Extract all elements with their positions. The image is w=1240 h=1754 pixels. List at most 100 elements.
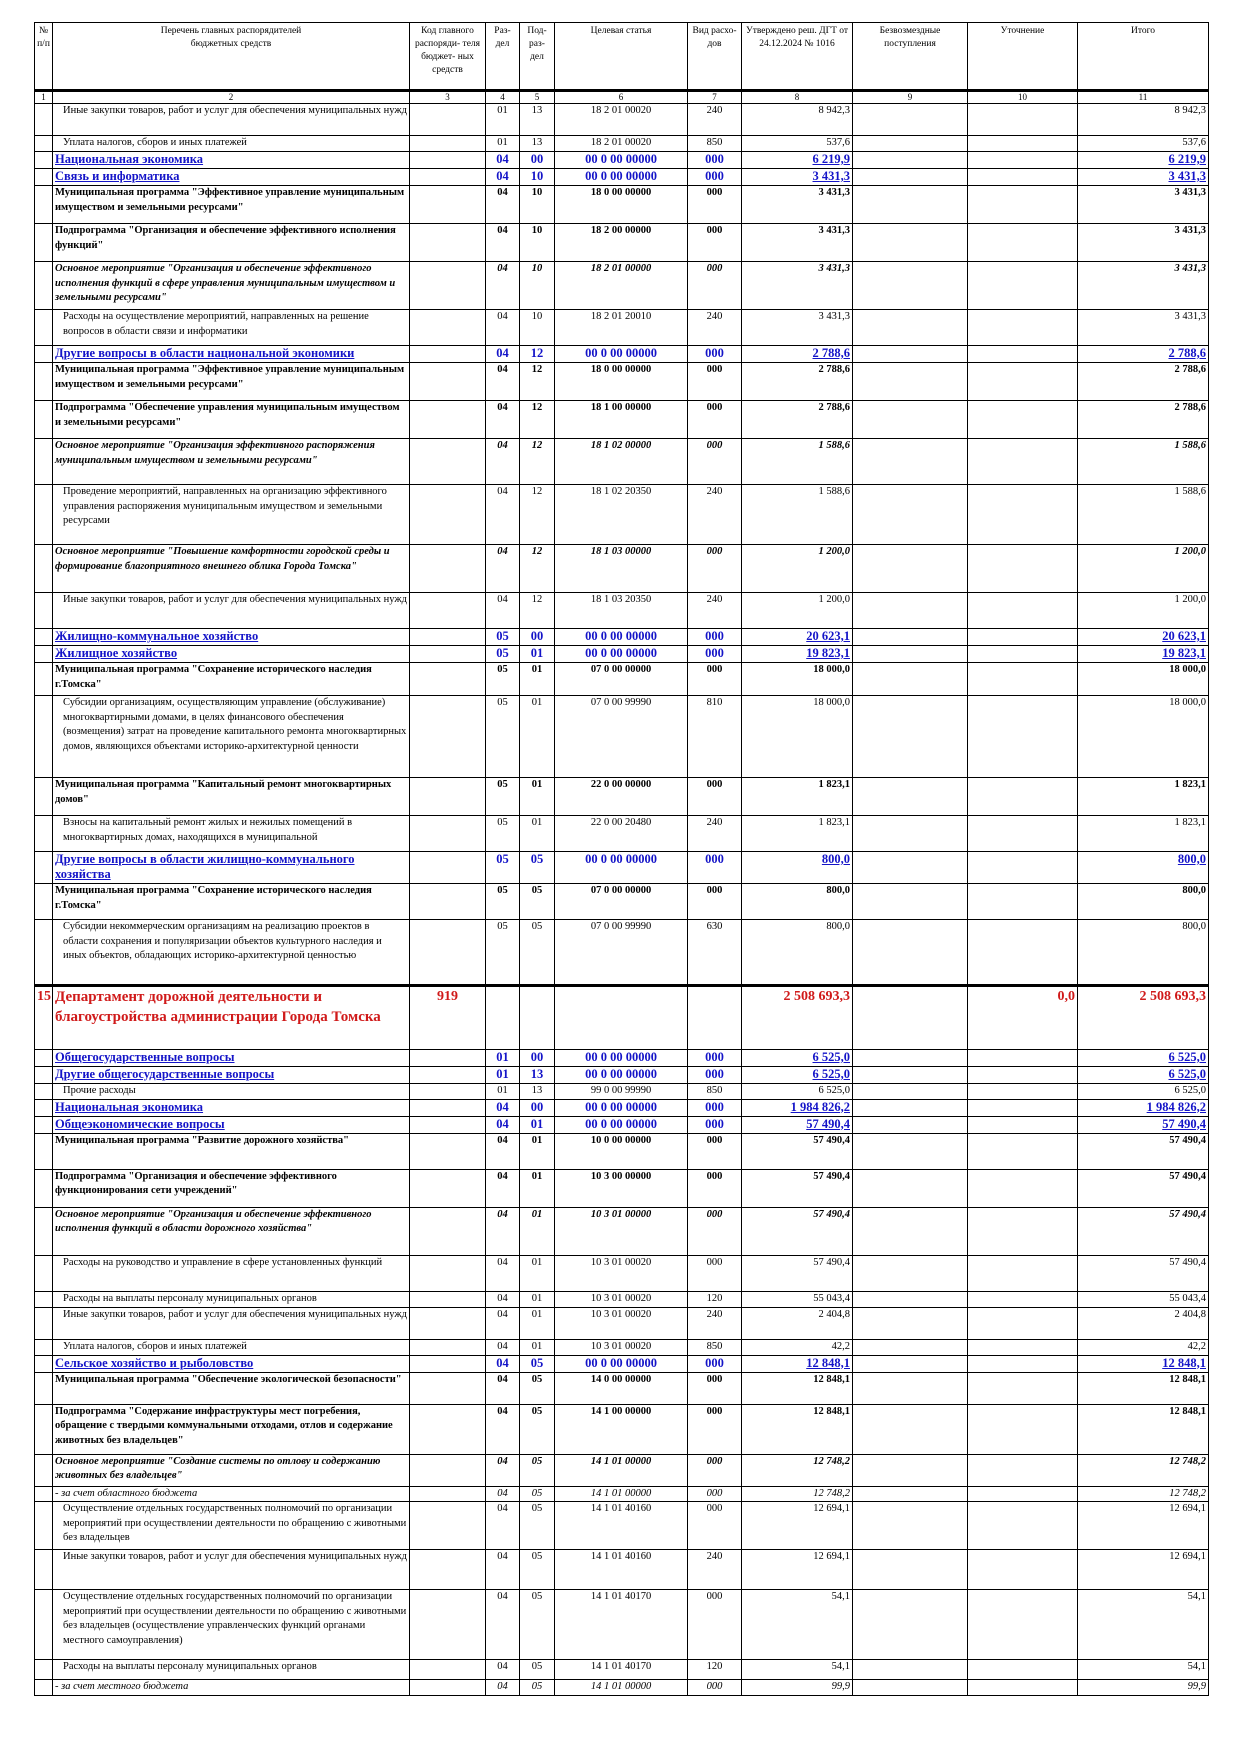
row-grants [852, 645, 968, 663]
row-total: 6 525,0 [1077, 1066, 1209, 1084]
row-subsection: 10 [519, 309, 555, 346]
row-total: 42,2 [1077, 1338, 1209, 1356]
row-total: 2 788,6 [1077, 345, 1209, 363]
row-target-article: 00 0 00 00000 [554, 851, 688, 884]
row-name: Иные закупки товаров, работ и услуг для … [52, 1306, 410, 1340]
row-number [34, 1098, 53, 1117]
row-refinement [967, 1083, 1078, 1100]
row-admin-code [409, 695, 486, 778]
column-numbers-row: 1 2 3 4 5 6 7 8 9 10 11 [34, 90, 1209, 104]
row-section: 04 [485, 1306, 520, 1340]
row-approved: 2 404,8 [741, 1306, 853, 1340]
row-refinement [967, 185, 1078, 224]
row-number [34, 919, 53, 986]
row-section: 04 [485, 1453, 520, 1487]
row-subsection: 05 [519, 1485, 555, 1502]
table-row: Национальная экономика 04 00 00 0 00 00000 0… [34, 151, 1209, 169]
table-row: Осуществление отдельных государственных … [34, 1501, 1209, 1550]
row-admin-code [409, 883, 486, 920]
row-expense-type: 000 [687, 883, 742, 920]
row-admin-code [409, 1403, 486, 1455]
row-section: 04 [485, 261, 520, 310]
row-admin-code [409, 223, 486, 262]
row-expense-type: 000 [687, 1354, 742, 1373]
row-approved: 1 200,0 [741, 544, 853, 593]
row-refinement [967, 1098, 1078, 1117]
table-row: Основное мероприятие "Организация и обес… [34, 1206, 1209, 1256]
row-grants [852, 628, 968, 646]
row-section: 04 [485, 484, 520, 545]
row-section: 04 [485, 438, 520, 485]
row-grants [852, 362, 968, 401]
row-expense-type: 000 [687, 1403, 742, 1455]
row-section: 05 [485, 645, 520, 663]
row-name: Основное мероприятие "Организация и обес… [52, 261, 410, 310]
row-name: Национальная экономика [52, 1098, 410, 1117]
row-admin-code [409, 438, 486, 485]
row-admin-code [409, 135, 486, 152]
table-row: Осуществление отдельных государственных … [34, 1589, 1209, 1660]
row-total: 57 490,4 [1077, 1132, 1209, 1170]
row-expense-type: 000 [687, 1501, 742, 1550]
row-approved: 12 848,1 [741, 1371, 853, 1405]
row-admin-code [409, 309, 486, 346]
row-subsection: 01 [519, 1254, 555, 1292]
row-total: 57 490,4 [1077, 1254, 1209, 1292]
table-row: Жилищно-коммунальное хозяйство 05 00 00 0 0… [34, 628, 1209, 646]
row-expense-type: 120 [687, 1290, 742, 1308]
row-grants [852, 1338, 968, 1356]
row-total: 1 823,1 [1077, 777, 1209, 816]
row-grants [852, 1589, 968, 1660]
row-name: Основное мероприятие "Организация и обес… [52, 1206, 410, 1256]
row-expense-type: 850 [687, 1338, 742, 1356]
row-expense-type: 000 [687, 1115, 742, 1134]
row-target-article: 18 1 03 20350 [554, 592, 688, 629]
row-expense-type: 810 [687, 695, 742, 778]
row-target-article: 00 0 00 00000 [554, 1354, 688, 1373]
row-refinement [967, 400, 1078, 439]
row-number [34, 1453, 53, 1487]
row-name: Муниципальная программа "Обеспечение эко… [52, 1371, 410, 1405]
row-total: 6 219,9 [1077, 151, 1209, 169]
header-subsection: Под- раз- дел [519, 22, 555, 92]
row-refinement [967, 695, 1078, 778]
row-number [34, 1206, 53, 1256]
row-target-article: 07 0 00 99990 [554, 919, 688, 986]
row-number [34, 1306, 53, 1340]
row-target-article: 07 0 00 99990 [554, 695, 688, 778]
row-name: Муниципальная программа "Эффективное упр… [52, 362, 410, 401]
row-approved: 12 748,2 [741, 1485, 853, 1502]
row-expense-type: 850 [687, 135, 742, 152]
row-section: 04 [485, 223, 520, 262]
row-total: 1 823,1 [1077, 815, 1209, 852]
row-subsection: 01 [519, 1306, 555, 1340]
row-expense-type: 000 [687, 1098, 742, 1117]
row-name: Расходы на осуществление мероприятий, на… [52, 309, 410, 346]
column-number: 7 [687, 90, 742, 104]
row-admin-code [409, 662, 486, 696]
row-refinement [967, 1659, 1078, 1680]
row-expense-type: 240 [687, 815, 742, 852]
row-total: 1 200,0 [1077, 544, 1209, 593]
row-section: 04 [485, 1206, 520, 1256]
row-target-article: 00 0 00 00000 [554, 345, 688, 363]
row-number [34, 1485, 53, 1502]
column-number: 2 [52, 90, 410, 104]
table-row: Основное мероприятие "Организация эффект… [34, 438, 1209, 485]
column-number: 11 [1077, 90, 1209, 104]
row-section: 04 [485, 1371, 520, 1405]
row-subsection: 01 [519, 645, 555, 663]
row-total: 57 490,4 [1077, 1115, 1209, 1134]
row-refinement [967, 1132, 1078, 1170]
row-expense-type: 000 [687, 362, 742, 401]
row-total: 12 748,2 [1077, 1485, 1209, 1502]
row-name: Осуществление отдельных государственных … [52, 1501, 410, 1550]
row-grants [852, 1306, 968, 1340]
row-admin-code [409, 1290, 486, 1308]
row-number [34, 1254, 53, 1292]
row-number [34, 851, 53, 884]
row-number [34, 135, 53, 152]
row-subsection: 01 [519, 777, 555, 816]
row-approved: 800,0 [741, 919, 853, 986]
row-grants [852, 1132, 968, 1170]
